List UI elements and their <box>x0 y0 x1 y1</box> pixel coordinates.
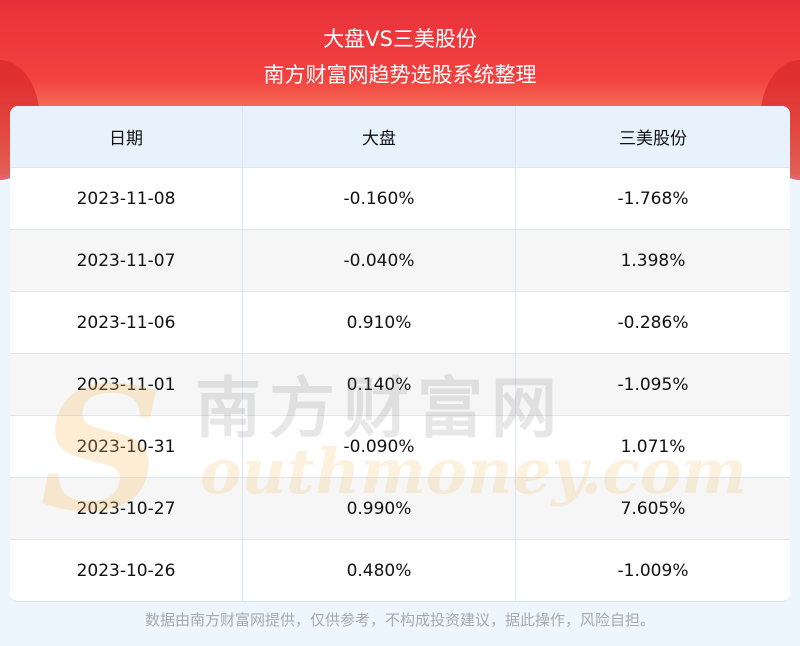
stock-change-cell: -1.768% <box>617 188 689 209</box>
page-title: 大盘VS三美股份 <box>323 27 477 51</box>
market-change-cell: -0.040% <box>243 230 516 291</box>
table-row: 2023-10-27 0.990% 7.605% <box>10 477 790 539</box>
table-row: 2023-11-07 -0.040% 1.398% <box>10 229 790 291</box>
stock-change-cell: -0.286% <box>617 312 689 333</box>
stock-change-cell: 7.605% <box>620 498 686 519</box>
market-change-cell: -0.090% <box>243 416 516 477</box>
date-cell: 2023-10-27 <box>10 478 243 539</box>
stock-change-cell: -1.009% <box>617 560 689 581</box>
table-header: 日期 大盘 三美股份 <box>10 106 790 167</box>
table-row: 2023-11-06 0.910% -0.286% <box>10 291 790 353</box>
table-row: 2023-11-01 0.140% -1.095% <box>10 353 790 415</box>
table-row: 2023-10-26 0.480% -1.009% <box>10 539 790 601</box>
date-cell: 2023-11-08 <box>10 168 243 229</box>
date-cell: 2023-10-26 <box>10 540 243 601</box>
date-cell: 2023-10-31 <box>10 416 243 477</box>
date-cell: 2023-11-07 <box>10 230 243 291</box>
market-change-cell: 0.910% <box>243 292 516 353</box>
market-change-cell: 0.140% <box>243 354 516 415</box>
stock-change-cell: 1.071% <box>620 436 686 457</box>
page-subtitle: 南方财富网趋势选股系统整理 <box>263 63 537 87</box>
stock-change-cell: 1.398% <box>620 250 686 271</box>
market-change-cell: -0.160% <box>243 168 516 229</box>
stock-change-cell: -1.095% <box>617 374 689 395</box>
table-row: 2023-10-31 -0.090% 1.071% <box>10 415 790 477</box>
comparison-table: 日期 大盘 三美股份 2023-11-08 -0.160% -1.768% 2023-… <box>10 106 790 602</box>
column-header-market: 大盘 <box>243 106 516 167</box>
market-change-cell: 0.480% <box>243 540 516 601</box>
table-row: 2023-11-08 -0.160% -1.768% <box>10 167 790 229</box>
disclaimer: 数据由南方财富网提供，仅供参考，不构成投资建议，据此操作，风险自担。 <box>144 611 655 629</box>
market-change-cell: 0.990% <box>243 478 516 539</box>
date-cell: 2023-11-06 <box>10 292 243 353</box>
column-header-stock: 三美股份 <box>619 129 687 149</box>
date-cell: 2023-11-01 <box>10 354 243 415</box>
column-header-date: 日期 <box>10 106 243 167</box>
